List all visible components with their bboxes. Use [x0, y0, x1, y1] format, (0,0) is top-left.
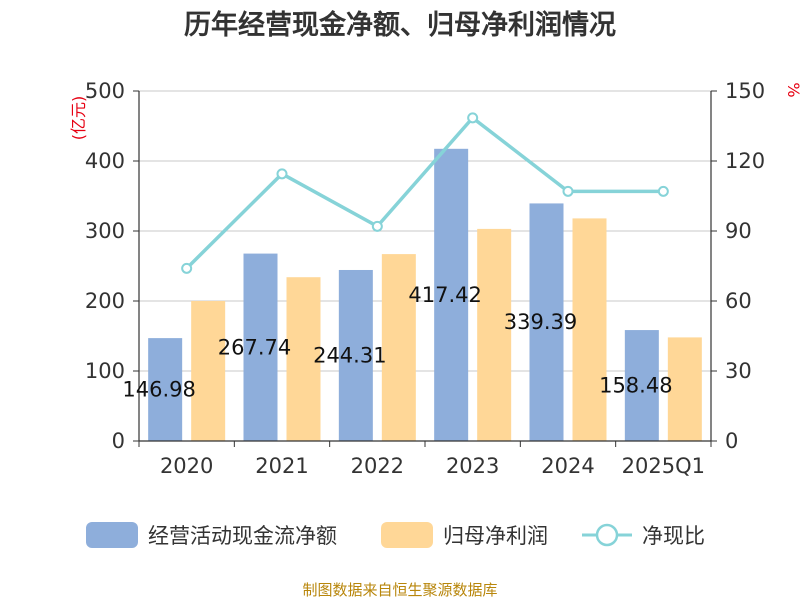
left-tick-label: 100 [85, 359, 125, 383]
right-axis-unit: % [784, 82, 800, 97]
x-tick-label: 2023 [446, 454, 499, 478]
bar-value-label: 244.31 [313, 343, 386, 367]
net-profit-bar [477, 228, 512, 441]
cash-flow-bar [148, 338, 183, 441]
ratio-line-point [371, 220, 383, 232]
ratio-line-path [185, 115, 664, 270]
bar-value-label: 267.74 [218, 335, 291, 359]
net-profit-bar [572, 218, 607, 441]
ratio-line-point [467, 112, 479, 124]
x-tick-label: 2025Q1 [622, 454, 705, 478]
bar-value-label: 417.42 [408, 283, 481, 307]
cash-flow-bar [434, 148, 469, 441]
bar-value-label: 146.98 [122, 378, 195, 402]
net-profit-bar [191, 301, 226, 441]
left-tick-label: 300 [85, 219, 125, 243]
ratio-line [181, 112, 669, 274]
right-tick-label: 0 [725, 429, 738, 453]
cash-flow-bar [624, 330, 659, 441]
x-tick-label: 2024 [541, 454, 594, 478]
cash-flow-bar [243, 253, 278, 441]
legend-label: 归母净利润 [443, 524, 548, 548]
bars [148, 148, 702, 441]
data-labels: 146.98 267.74 244.31 417.42 339.39 158.48 [122, 283, 672, 402]
left-tick-label: 200 [85, 289, 125, 313]
legend: 经营活动现金流净额 归母净利润 净现比 [86, 522, 705, 548]
left-tick-label: 0 [112, 429, 125, 453]
axes [133, 90, 717, 447]
bar-value-label: 158.48 [599, 374, 672, 398]
legend-swatch-ratio-marker [595, 523, 619, 547]
ratio-line-point [276, 168, 288, 180]
legend-swatch-net-profit [381, 522, 433, 548]
legend-label: 净现比 [642, 524, 705, 548]
ratio-line-point [181, 262, 193, 274]
right-tick-label: 90 [725, 219, 752, 243]
left-axis-unit: (亿元) [69, 96, 88, 141]
cash-flow-bar [529, 203, 564, 441]
ratio-line-point [657, 185, 669, 197]
left-tick-label: 500 [85, 79, 125, 103]
net-profit-bar [381, 254, 416, 441]
legend-label: 经营活动现金流净额 [148, 524, 337, 548]
left-tick-label: 400 [85, 149, 125, 173]
bar-value-label: 339.39 [504, 310, 577, 334]
right-tick-label: 120 [725, 149, 765, 173]
right-tick-label: 60 [725, 289, 752, 313]
legend-swatch-cash-flow [86, 522, 138, 548]
net-profit-bar [286, 277, 321, 441]
x-tick-label: 2022 [351, 454, 404, 478]
x-tick-label: 2020 [160, 454, 213, 478]
x-tick-label: 2021 [255, 454, 308, 478]
tick-labels: 0 100 200 300 400 500 0 30 60 90 120 150 2020 2021 202… [85, 79, 765, 478]
cash-flow-bar [338, 269, 373, 441]
source-note: 制图数据来自恒生聚源数据库 [302, 581, 497, 599]
chart-title: 历年经营现金净额、归母净利润情况 [184, 9, 616, 41]
ratio-line-point [562, 185, 574, 197]
right-tick-label: 150 [725, 79, 765, 103]
right-tick-label: 30 [725, 359, 752, 383]
net-profit-bar [667, 337, 702, 441]
